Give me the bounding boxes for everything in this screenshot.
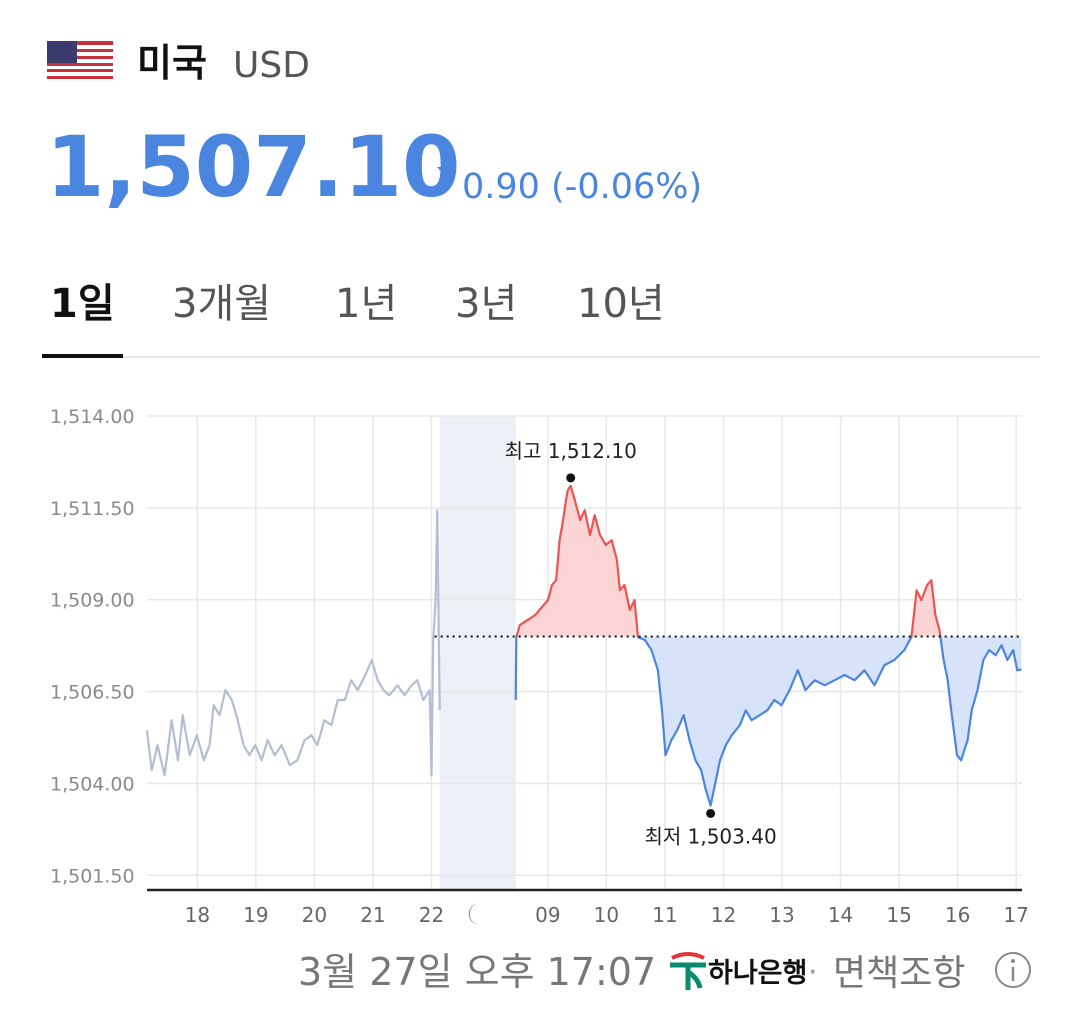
tab[interactable]: 3년 — [455, 281, 517, 327]
annotation-label: 최고 1,512.10 — [505, 439, 637, 463]
y-tick-label: 1,501.50 — [50, 865, 135, 887]
currency: USD — [233, 45, 310, 86]
separator: · — [808, 955, 818, 990]
x-tick-label: 12 — [711, 903, 736, 927]
x-tick-label: 20 — [302, 903, 327, 927]
x-tick-label: 19 — [243, 903, 268, 927]
price-line — [145, 509, 441, 777]
x-tick-label: 14 — [828, 903, 853, 927]
y-tick-label: 1,511.50 — [50, 498, 135, 520]
y-tick-label: 1,509.00 — [50, 590, 135, 612]
active-tab-indicator — [42, 354, 123, 358]
x-tick-label: 13 — [769, 903, 794, 927]
change: 0.90 (-0.06%) — [462, 167, 702, 207]
flag-icon — [47, 41, 113, 83]
x-tick-label: 10 — [594, 903, 619, 927]
tab[interactable]: 1일 — [50, 281, 115, 327]
x-tick-label: 17 — [1003, 903, 1028, 927]
x-tick-label: 11 — [652, 903, 677, 927]
night-band — [439, 416, 516, 890]
y-tick-label: 1,504.00 — [50, 773, 135, 795]
price-line — [514, 484, 1022, 807]
down-arrow — [437, 167, 452, 176]
x-tick-label: 09 — [535, 903, 560, 927]
x-tick-label: 18 — [185, 903, 210, 927]
y-tick-label: 1,506.50 — [50, 682, 135, 704]
extreme-point — [566, 473, 576, 483]
country: 미국 — [137, 41, 207, 85]
chart: 1,514.00 1,511.50 1,509.00 1,506.50 1,504.00… — [50, 406, 1029, 927]
x-tick-label: 21 — [360, 903, 385, 927]
provider-logo — [670, 952, 706, 990]
tab[interactable]: 10년 — [577, 281, 665, 327]
x-tick-label: 16 — [945, 903, 970, 927]
disclaimer[interactable]: 면책조항 — [833, 953, 965, 994]
info-icon[interactable] — [995, 952, 1031, 988]
area-fill — [515, 485, 1022, 806]
x-tick-label: 22 — [419, 903, 444, 927]
moon-icon — [468, 903, 480, 925]
tab[interactable]: 3개월 — [172, 281, 271, 327]
x-tick-label: 15 — [886, 903, 911, 927]
tab[interactable]: 1년 — [335, 281, 397, 327]
provider: 하나은행 — [708, 958, 807, 989]
timestamp: 3월 27일 오후 17:07 — [298, 950, 656, 994]
rate: 1,507.10 — [46, 118, 461, 216]
y-tick-label: 1,514.00 — [50, 406, 135, 428]
extreme-point — [706, 808, 716, 818]
annotation-label: 최저 1,503.40 — [644, 824, 776, 848]
